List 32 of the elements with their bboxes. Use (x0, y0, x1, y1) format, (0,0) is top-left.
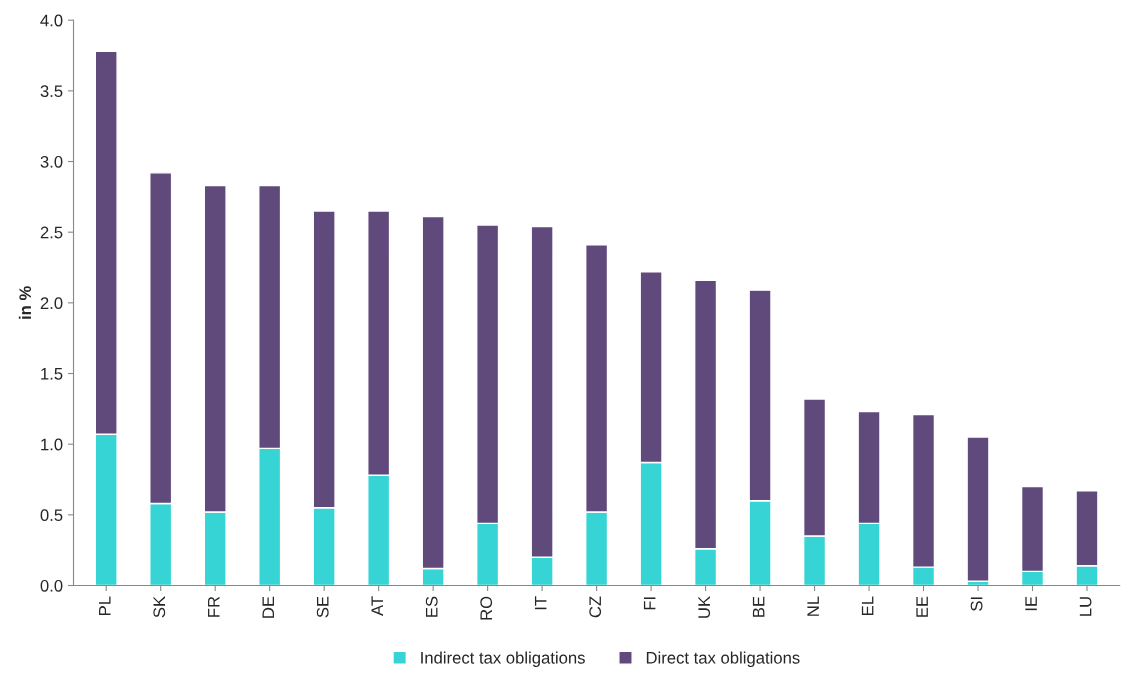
bar (966, 436, 990, 582)
x-tick-label: SI (970, 597, 983, 611)
x-tick-label: IE (1025, 596, 1037, 611)
legend-label: Direct tax obligations (646, 651, 800, 668)
y-tick-label: 0.5 (40, 509, 63, 522)
x-tick-label: AT (371, 596, 383, 616)
x-tick-label: EE (916, 596, 928, 617)
x-tick-label: ES (425, 596, 438, 617)
x-tick-label: SK (153, 596, 166, 618)
y-tick-label: 4.0 (40, 14, 63, 27)
y-axis-title: in % (18, 286, 32, 319)
y-tick-label: 0.0 (40, 579, 63, 592)
y-tick-label: 1.5 (41, 368, 63, 380)
y-tick-label: 2.0 (40, 297, 63, 310)
legend-label: Indirect tax obligations (421, 651, 585, 668)
x-tick-label: LU (1079, 597, 1092, 616)
x-tick-label: UK (698, 596, 711, 618)
x-tick-label: IT (534, 596, 547, 610)
x-tick-label: CZ (589, 596, 602, 618)
x-tick-label: FR (208, 596, 220, 617)
y-tick-label: 2.5 (40, 226, 63, 239)
x-tick-label: SE (316, 596, 329, 618)
x-tick-label: NL (807, 596, 819, 616)
x-tick-label: BE (752, 596, 765, 617)
x-tick-label: PL (99, 596, 111, 615)
x-tick-label: EL (861, 596, 874, 615)
y-tick-label: 1.0 (41, 438, 63, 451)
x-tick-label: RO (480, 596, 493, 620)
y-tick-label: 3.0 (40, 155, 63, 168)
x-tick-label: DE (262, 596, 274, 618)
y-tick-label: 3.5 (40, 85, 63, 98)
x-tick-label: FI (643, 597, 656, 610)
